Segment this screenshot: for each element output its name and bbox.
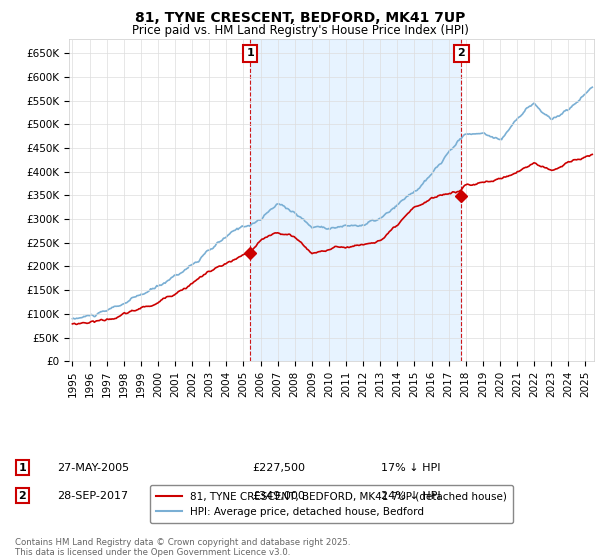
Text: 27-MAY-2005: 27-MAY-2005 [57,463,129,473]
Text: £227,500: £227,500 [252,463,305,473]
Text: 1: 1 [19,463,26,473]
Text: 28-SEP-2017: 28-SEP-2017 [57,491,128,501]
Text: 81, TYNE CRESCENT, BEDFORD, MK41 7UP: 81, TYNE CRESCENT, BEDFORD, MK41 7UP [135,11,465,25]
Legend: 81, TYNE CRESCENT, BEDFORD, MK41 7UP (detached house), HPI: Average price, detac: 81, TYNE CRESCENT, BEDFORD, MK41 7UP (de… [149,486,514,524]
Text: Contains HM Land Registry data © Crown copyright and database right 2025.
This d: Contains HM Land Registry data © Crown c… [15,538,350,557]
Text: 17% ↓ HPI: 17% ↓ HPI [381,463,440,473]
Text: 24% ↓ HPI: 24% ↓ HPI [381,491,440,501]
Text: £349,000: £349,000 [252,491,305,501]
Text: 1: 1 [247,48,254,58]
Bar [250,39,461,361]
Text: 2: 2 [19,491,26,501]
Text: 2: 2 [458,48,466,58]
Text: Price paid vs. HM Land Registry's House Price Index (HPI): Price paid vs. HM Land Registry's House … [131,24,469,36]
